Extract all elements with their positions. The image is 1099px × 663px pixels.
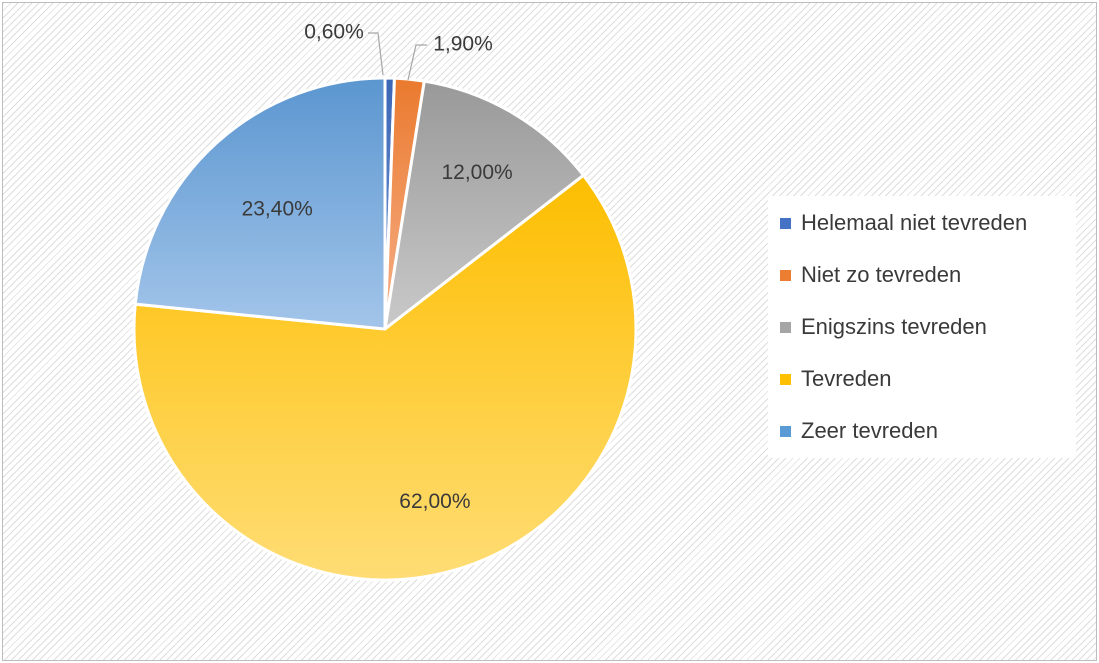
legend-swatch (780, 321, 791, 333)
legend: Helemaal niet tevreden Niet zo tevreden … (768, 196, 1076, 458)
legend-item-tevreden: Tevreden (780, 364, 892, 394)
data-label-enigszins-tevreden: 12,00% (441, 161, 512, 184)
legend-label: Helemaal niet tevreden (801, 210, 1028, 235)
data-label-tevreden: 62,00% (399, 490, 470, 513)
data-label-niet-zo-tevreden: 1,90% (433, 33, 493, 56)
legend-label: Niet zo tevreden (801, 262, 962, 287)
pie-slice-zeer-tevreden (133, 76, 387, 331)
legend-label: Tevreden (801, 366, 892, 391)
legend-label: Zeer tevreden (801, 418, 938, 443)
pie-slice-tevreden (132, 173, 638, 582)
data-label-helemaal-niet-tevreden: 0,60% (304, 21, 364, 44)
leader-line-helemaal-niet-tevreden (368, 32, 384, 76)
legend-label: Enigszins tevreden (801, 314, 987, 339)
legend-swatch (780, 373, 791, 385)
legend-swatch (780, 269, 791, 281)
legend-item-niet-zo-tevreden: Niet zo tevreden (780, 260, 961, 290)
pie-slice-enigszins-tevreden (383, 79, 585, 331)
data-label-zeer-tevreden: 23,40% (242, 197, 313, 220)
legend-item-zeer-tevreden: Zeer tevreden (780, 416, 938, 446)
legend-swatch (780, 425, 791, 437)
leader-line-niet-zo-tevreden (407, 44, 427, 81)
legend-swatch (780, 217, 791, 229)
legend-item-helemaal-niet-tevreden: Helemaal niet tevreden (780, 208, 1027, 238)
legend-item-enigszins-tevreden: Enigszins tevreden (780, 312, 987, 342)
